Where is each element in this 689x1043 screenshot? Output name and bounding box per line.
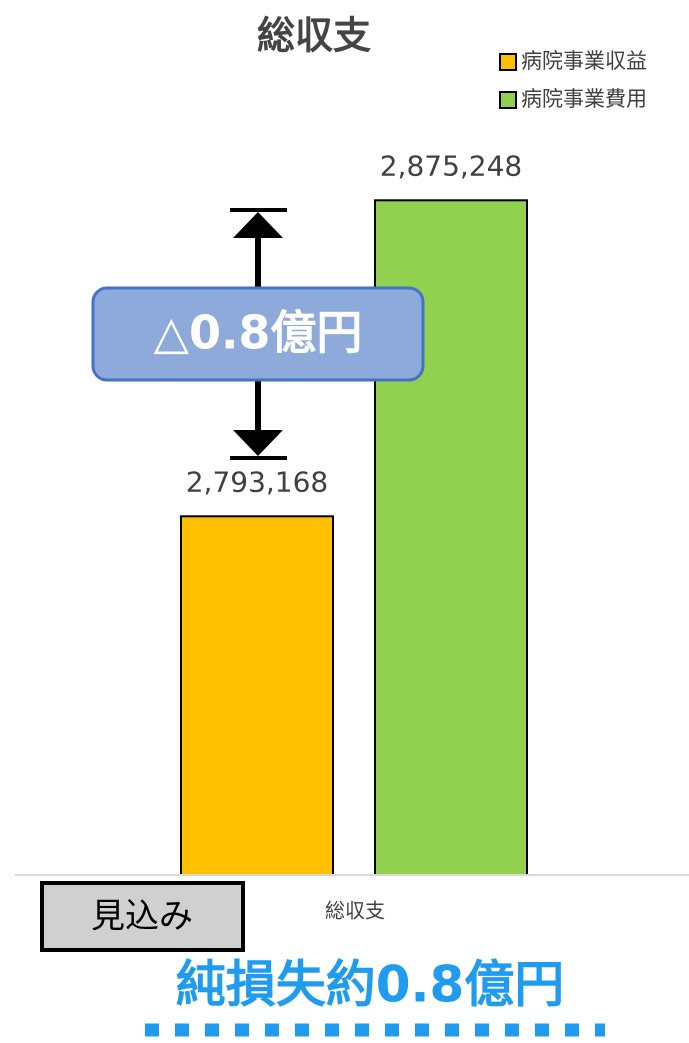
- legend-label: 病院事業収益: [521, 49, 647, 73]
- status-label: 見込み: [91, 897, 193, 937]
- legend-swatch: [499, 53, 517, 71]
- difference-box: [91, 286, 425, 382]
- chart-title: 総収支: [257, 14, 371, 58]
- status-box: [40, 881, 245, 952]
- difference-label: △0.8億円: [154, 306, 363, 360]
- legend-label: 病院事業費用: [521, 87, 647, 111]
- value-label: 2,793,168: [186, 465, 329, 498]
- bar: [374, 199, 528, 876]
- value-label: 2,875,248: [380, 149, 523, 182]
- bar: [180, 515, 334, 877]
- plot: 2,793,168 2,875,248 総収支: [180, 149, 528, 923]
- x-tick-label: 総収支: [325, 899, 385, 923]
- legend-swatch: [499, 91, 517, 109]
- result-label: 純損失約0.8億円: [176, 956, 565, 1014]
